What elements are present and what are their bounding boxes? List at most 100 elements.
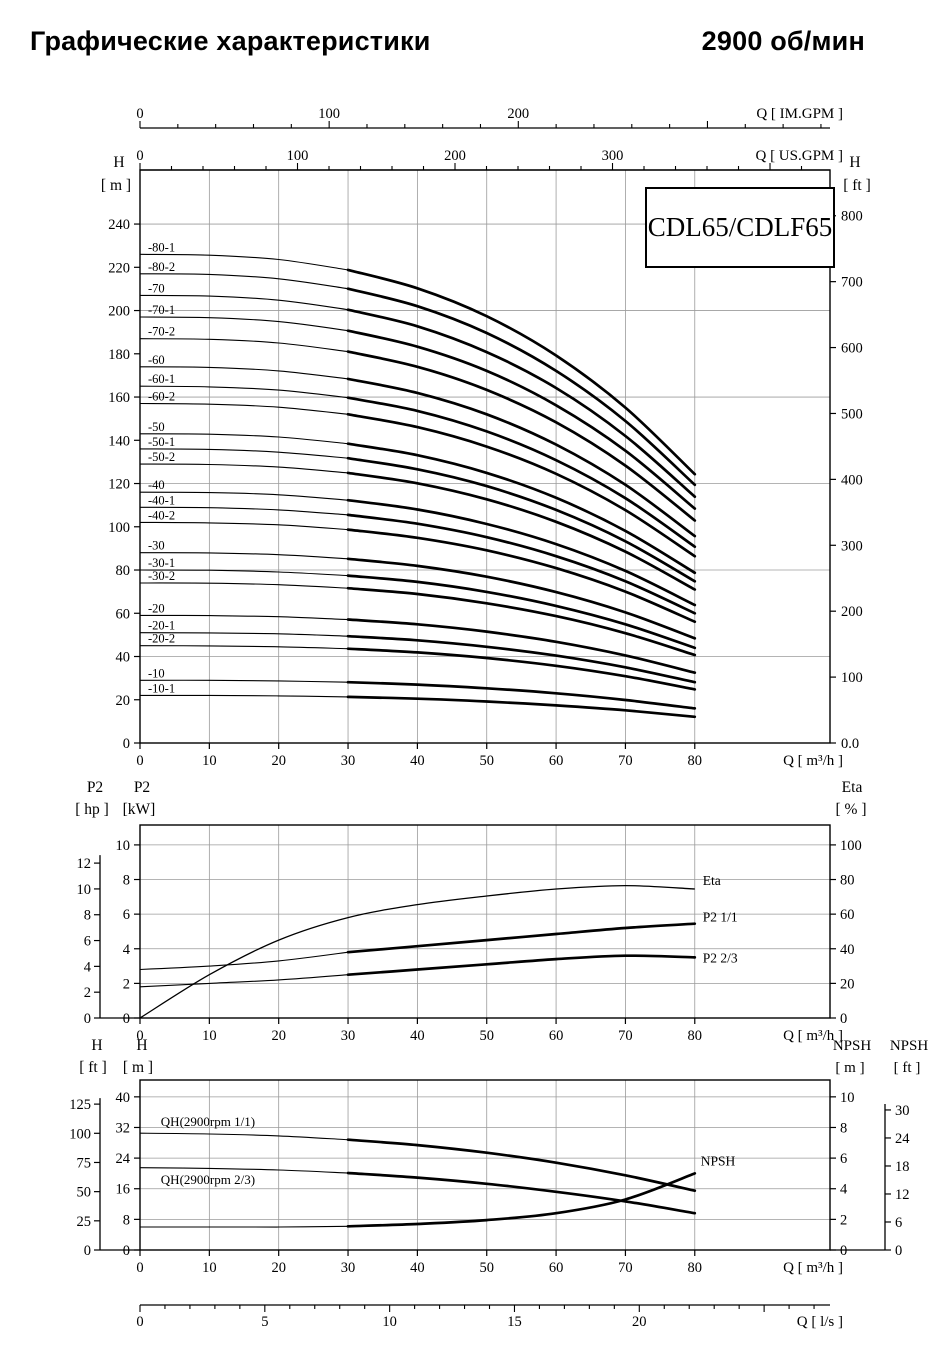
curve-bold [346,574,697,650]
series--80-2: -80-2 [139,260,697,487]
curve-thin [139,366,349,380]
tick-label: 600 [841,341,863,357]
tick-label: 20 [116,693,131,709]
curve-thin [139,294,349,311]
curve-thin [139,679,349,683]
curve-label: -60-2 [148,390,175,404]
tick-label: 200 [507,106,529,122]
tick-label: 25 [77,1214,92,1230]
curve-thin [139,1132,349,1141]
tick-label: 70 [618,753,633,769]
tick-label: 300 [602,148,624,164]
tick-label: 70 [618,1028,633,1044]
tick-label: 16 [116,1182,131,1198]
page-title: Графические характеристики [30,26,431,56]
axis-label: Q [ m³/h ] [783,1260,843,1276]
axis-label: H [849,154,860,171]
axis-label: Q [ US.GPM ] [755,148,843,164]
curve-thin [139,491,349,501]
curve-thin [139,402,349,415]
curve-bold [346,647,697,691]
curve-thin [139,951,349,971]
curve-label: -50 [148,420,165,434]
curve-label: -70-1 [148,303,175,317]
tick-label: 0 [123,1011,130,1027]
curve-thin [139,385,349,399]
tick-label: 5 [261,1314,268,1330]
axis-label: Q [ l/s ] [797,1314,843,1330]
tick-label: 200 [841,604,863,620]
series--40-2: -40-2 [139,508,697,624]
tick-label: 50 [479,1028,494,1044]
axis-label: Q [ m³/h ] [783,1028,843,1044]
tick-label: 15 [507,1314,522,1330]
tick-label: 0 [840,1011,847,1027]
series--50-1: -50-1 [139,435,697,583]
curve-thin [139,433,349,445]
tick-label: 6 [123,907,130,923]
series--20: -20 [139,601,697,675]
curve-thin [139,506,349,516]
series-QH(2900rpm 1/1): QH(2900rpm 1/1) [139,1114,697,1193]
tick-label: 0 [123,1243,130,1259]
tick-label: 4 [123,942,131,958]
tick-label: 10 [840,1090,855,1106]
tick-label: 0 [136,753,143,769]
axis-label: [ % ] [836,801,867,818]
curve-label: -70-2 [148,325,175,339]
curve-bold [346,513,697,615]
curve-label: -40-2 [148,508,175,522]
model-label: CDL65/CDLF65 [647,212,833,242]
curve-bold [346,412,697,558]
series--60-1: -60-1 [139,372,697,549]
series--30-1: -30-1 [139,556,697,650]
curve-thin [139,694,349,698]
curve-bold [346,634,697,684]
curve-label: P2 2/3 [703,950,738,965]
axis-label: Q [ m³/h ] [783,753,843,769]
curve-label: -60 [148,353,165,367]
axis-label: [ hp ] [75,801,109,818]
curve-bold [346,308,697,499]
series-NPSH: NPSH [139,1153,736,1228]
curve-thin [139,614,349,621]
tick-label: 500 [841,406,863,422]
tick-label: 60 [549,1260,564,1276]
series--50: -50 [139,420,697,575]
curve-label: -10-1 [148,681,175,695]
tick-label: 75 [77,1155,92,1171]
curve-bold [346,618,697,675]
axis-label: [kW] [123,801,156,818]
curve-bold [346,268,697,476]
tick-label: 60 [549,1028,564,1044]
tick-label: 125 [69,1097,91,1113]
tick-label: 220 [108,260,130,276]
tick-label: 8 [123,873,130,889]
tick-label: 200 [444,148,466,164]
curve-label: -70 [148,281,165,295]
axis-label: H [113,154,124,171]
tick-label: 700 [841,275,863,291]
rpm-label: 2900 об/мин [701,26,865,56]
tick-label: 80 [840,873,855,889]
tick-label: 30 [341,753,356,769]
tick-label: 10 [77,882,92,898]
series--20-1: -20-1 [139,619,697,684]
curve-thin [139,448,349,459]
curve-thin [139,632,349,637]
tick-label: 100 [69,1126,91,1142]
curve-label: -50-1 [148,435,175,449]
curve-thin [139,253,349,271]
tick-label: 18 [895,1159,910,1175]
top-axis: 0 100 200 300 Q [ US.GPM ] [136,148,843,171]
tick-label: 10 [202,753,217,769]
tick-label: 0 [136,1260,143,1276]
curve-bold [346,1172,697,1228]
tick-label: 0 [84,1011,91,1027]
curve-bold [346,695,697,719]
series--60: -60 [139,353,697,538]
curve-label: QH(2900rpm 1/1) [161,1114,255,1129]
tick-label: 6 [84,934,91,950]
axis-label: [ m ] [101,177,131,194]
